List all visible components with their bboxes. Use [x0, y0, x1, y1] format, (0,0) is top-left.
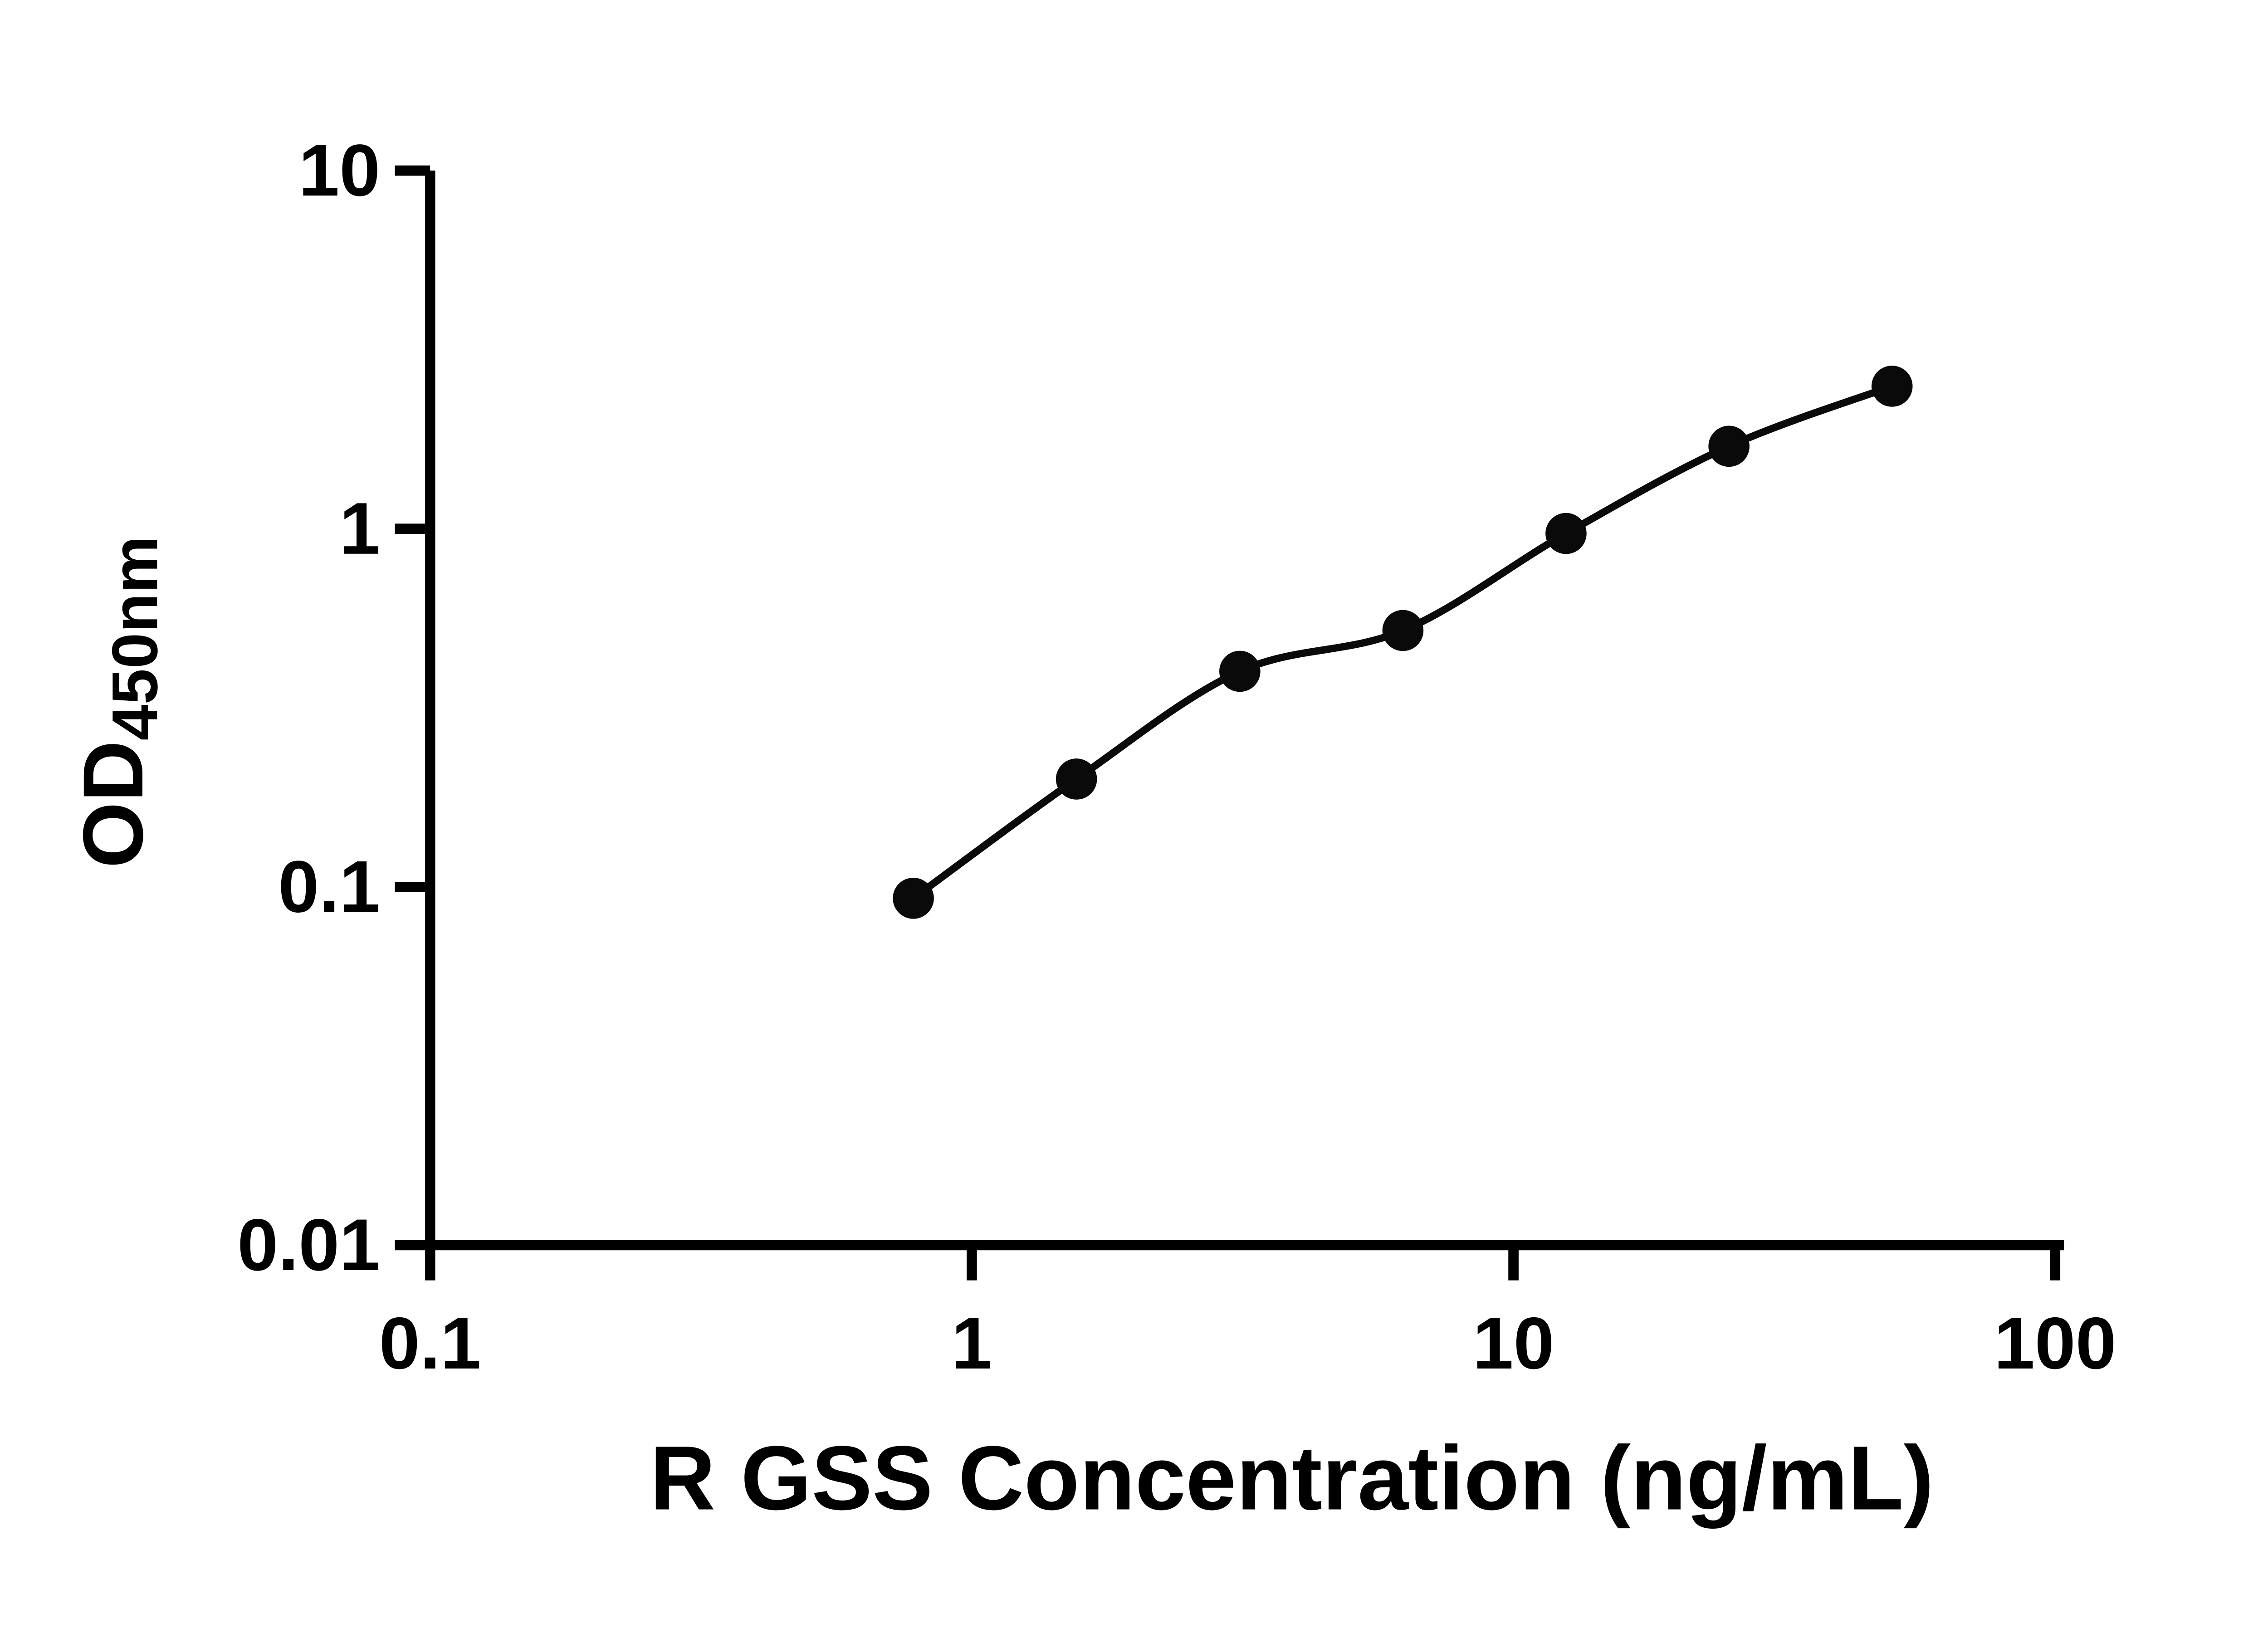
plot-area: 0.1 1 10 100 0.01 0.1 1 10	[237, 130, 2116, 1384]
x-tick-label: 100	[1994, 1303, 2116, 1384]
data-point	[1871, 366, 1913, 407]
data-point	[1382, 610, 1424, 651]
x-tick-label: 0.1	[379, 1303, 481, 1384]
x-axis-title: R GSS Concentration (ng/mL)	[650, 1427, 1934, 1529]
x-tick-label: 1	[951, 1303, 992, 1384]
data-point	[1219, 650, 1261, 692]
y-tick-label: 10	[298, 130, 380, 211]
x-tick-label: 10	[1473, 1303, 1554, 1384]
data-point	[1545, 513, 1587, 554]
y-tick-label: 1	[339, 488, 380, 570]
y-tick-label: 0.1	[278, 846, 380, 928]
y-tick-label: 0.01	[237, 1204, 380, 1286]
y-axis-title-sub: 450nm	[99, 536, 171, 740]
data-point	[1708, 425, 1750, 467]
y-axis-title-main: OD	[65, 740, 161, 868]
y-axis-title: OD450nm	[65, 536, 171, 868]
data-point	[893, 877, 934, 919]
data-point	[1056, 758, 1097, 800]
